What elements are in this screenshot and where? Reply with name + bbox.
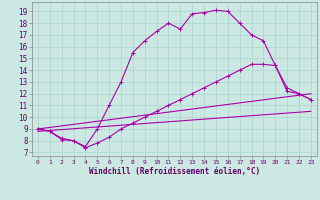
X-axis label: Windchill (Refroidissement éolien,°C): Windchill (Refroidissement éolien,°C): [89, 167, 260, 176]
